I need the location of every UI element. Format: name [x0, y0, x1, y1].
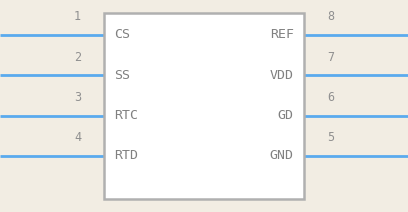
- Text: 2: 2: [74, 51, 81, 64]
- Text: 1: 1: [74, 10, 81, 23]
- Text: 8: 8: [327, 10, 334, 23]
- Text: 4: 4: [74, 131, 81, 144]
- Text: CS: CS: [114, 28, 130, 42]
- Text: RTC: RTC: [114, 109, 138, 122]
- Text: GND: GND: [270, 149, 294, 162]
- Text: REF: REF: [270, 28, 294, 42]
- Text: 6: 6: [327, 91, 334, 104]
- Text: 7: 7: [327, 51, 334, 64]
- Text: 3: 3: [74, 91, 81, 104]
- Bar: [104, 13, 304, 199]
- Text: RTD: RTD: [114, 149, 138, 162]
- Text: GD: GD: [278, 109, 294, 122]
- Text: 5: 5: [327, 131, 334, 144]
- Text: VDD: VDD: [270, 69, 294, 82]
- Text: SS: SS: [114, 69, 130, 82]
